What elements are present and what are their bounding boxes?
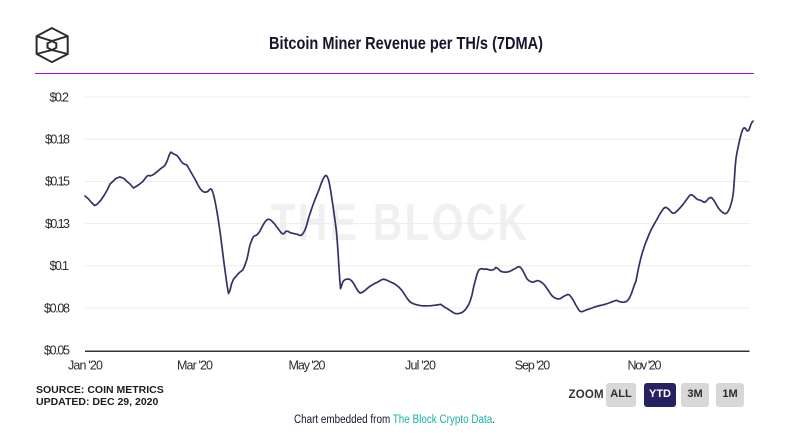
svg-text:Nov '20: Nov '20 — [628, 359, 662, 373]
svg-text:$0.1: $0.1 — [50, 259, 70, 273]
svg-text:$0.13: $0.13 — [45, 217, 70, 231]
svg-text:$0.2: $0.2 — [50, 90, 70, 104]
svg-text:Jan '20: Jan '20 — [68, 359, 103, 373]
svg-text:$0.05: $0.05 — [44, 344, 70, 358]
svg-text:$0.18: $0.18 — [45, 133, 70, 147]
svg-text:Mar '20: Mar '20 — [177, 359, 213, 373]
svg-text:Sep '20: Sep '20 — [515, 359, 551, 373]
svg-text:Jul '20: Jul '20 — [405, 359, 436, 373]
svg-text:$0.08: $0.08 — [44, 301, 70, 315]
svg-text:$0.15: $0.15 — [45, 175, 70, 189]
svg-text:May '20: May '20 — [289, 359, 326, 373]
